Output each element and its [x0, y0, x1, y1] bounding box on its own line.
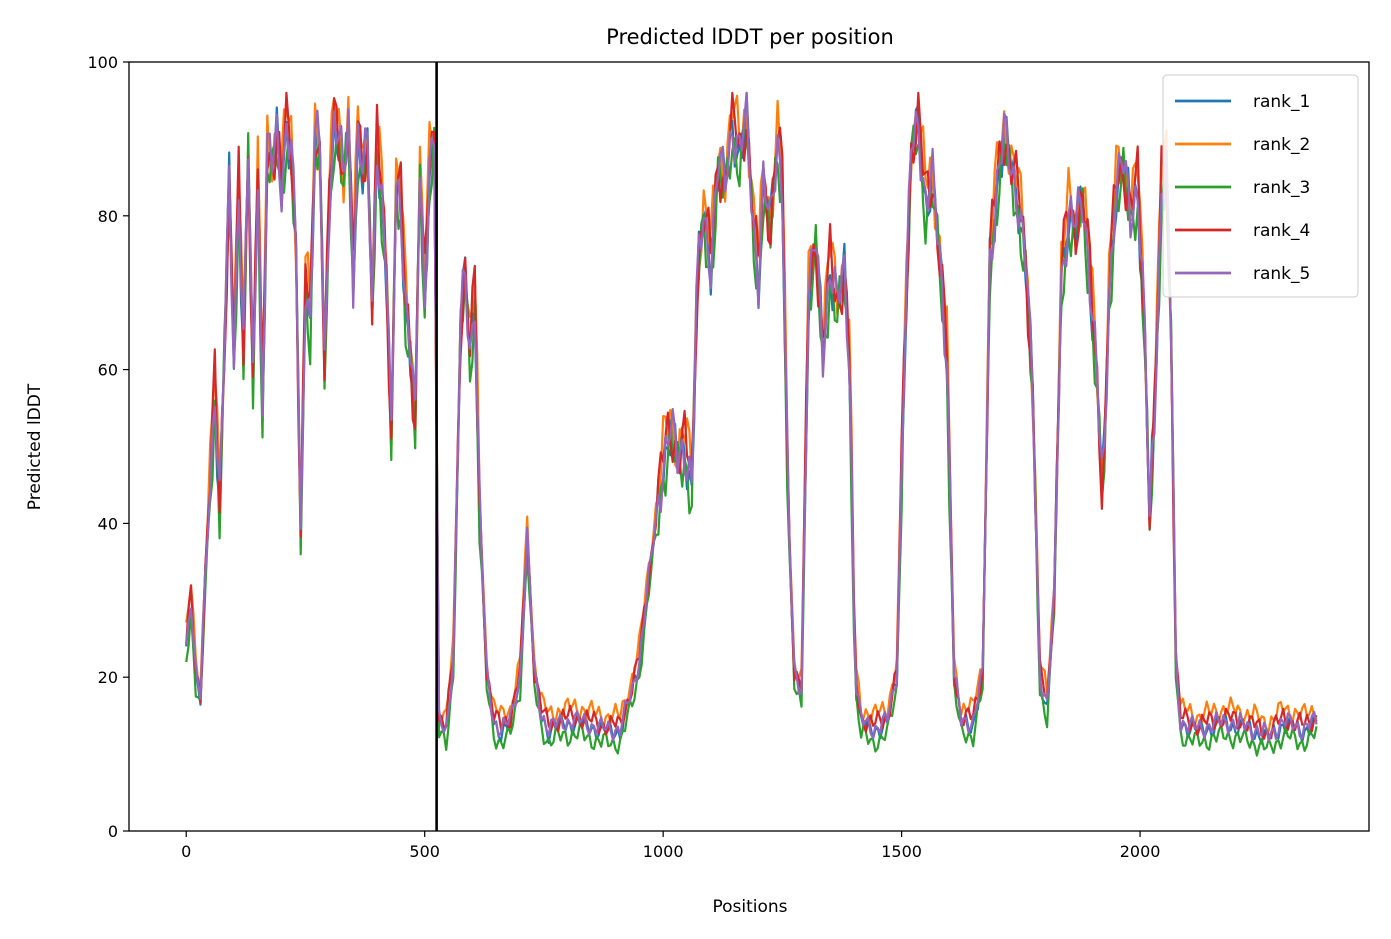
legend-label-rank_3: rank_3: [1253, 178, 1310, 198]
legend-box: [1162, 74, 1359, 298]
series-line-rank_5: [185, 91, 1318, 743]
y-tick-label: 80: [98, 207, 118, 226]
plot-lines: [185, 91, 1318, 757]
legend-label-rank_2: rank_2: [1253, 135, 1310, 155]
plot-frame: [128, 61, 1370, 832]
y-tick-label: 60: [98, 361, 118, 380]
x-axis-title: Positions: [712, 897, 787, 917]
y-axis-ticks: 0 20 40 60 80 100: [87, 53, 129, 841]
legend-label-rank_4: rank_4: [1253, 221, 1310, 241]
x-tick-label: 1500: [881, 842, 922, 861]
y-tick-label: 100: [87, 53, 118, 72]
chart-title: Predicted lDDT per position: [606, 25, 894, 49]
y-tick-label: 40: [98, 514, 118, 533]
legend-label-rank_5: rank_5: [1253, 264, 1310, 284]
legend: rank_1 rank_2 rank_3 rank_4 rank_5: [1162, 74, 1359, 298]
x-tick-label: 0: [181, 842, 191, 861]
y-tick-label: 20: [98, 668, 118, 687]
x-axis-ticks: 0 500 1000 1500 2000: [181, 831, 1160, 861]
y-tick-label: 0: [108, 822, 118, 841]
x-tick-label: 500: [409, 842, 440, 861]
legend-label-rank_1: rank_1: [1253, 92, 1310, 112]
x-tick-label: 2000: [1120, 842, 1161, 861]
y-axis-title: Predicted lDDT: [25, 383, 45, 510]
x-tick-label: 1000: [643, 842, 684, 861]
